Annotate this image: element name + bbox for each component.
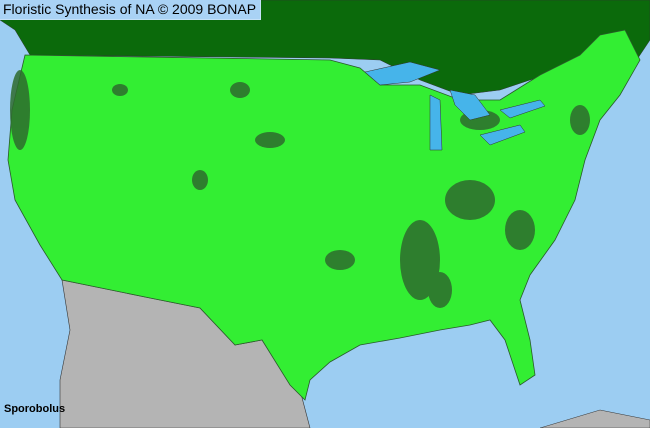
cuba <box>539 409 650 428</box>
great-lakes <box>364 61 546 151</box>
taxon-label: Sporobolus <box>4 403 66 415</box>
map-title: Floristic Synthesis of NA © 2009 BONAP <box>0 0 262 20</box>
